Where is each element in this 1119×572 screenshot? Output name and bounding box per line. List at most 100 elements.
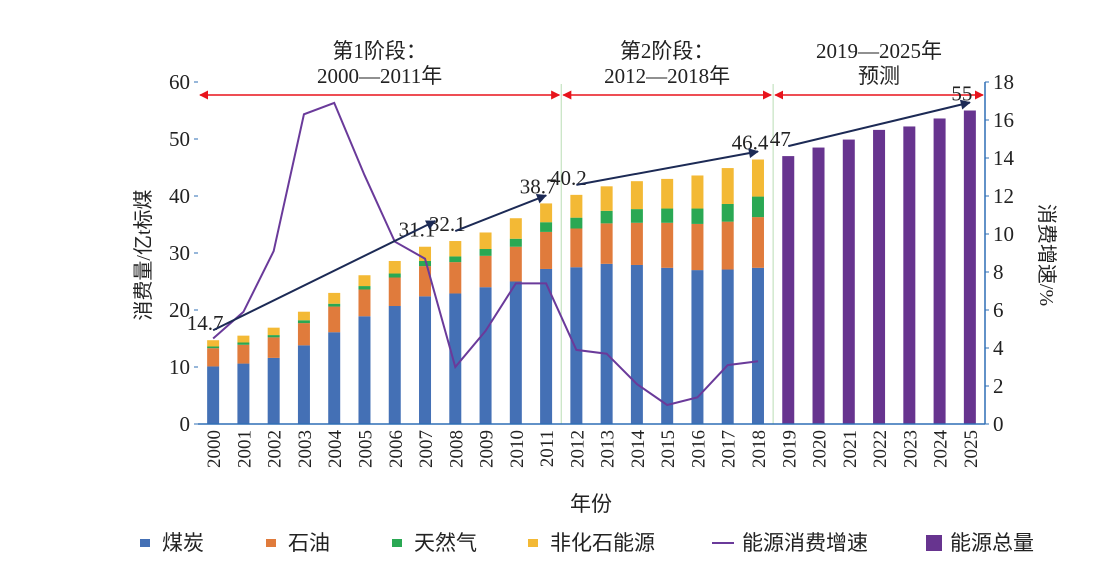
bar-能源总量-2025 — [963, 110, 976, 424]
bar-石油-2005 — [358, 289, 371, 317]
bar-非化石能源-2014 — [630, 181, 643, 210]
bar-石油-2007 — [419, 266, 432, 297]
bar-煤炭-2004 — [328, 332, 341, 424]
bar-石油-2004 — [328, 306, 341, 333]
bar-煤炭-2000 — [207, 366, 220, 424]
bar-煤炭-2017 — [721, 269, 734, 424]
legend-label: 天然气 — [414, 531, 477, 555]
legend-label: 非化石能源 — [550, 531, 655, 555]
x-tick-label: 2024 — [931, 430, 952, 469]
y2-tick-label: 6 — [993, 298, 1004, 322]
bar-非化石能源-2012 — [570, 194, 583, 218]
bar-石油-2012 — [570, 228, 583, 268]
x-tick-label: 2012 — [567, 430, 588, 468]
bar-石油-2018 — [751, 217, 764, 268]
phase-label-line2: 2000—2011年 — [317, 64, 442, 88]
bar-煤炭-2010 — [509, 281, 522, 424]
bar-天然气-2012 — [570, 217, 583, 229]
x-tick-label: 2000 — [204, 430, 225, 468]
x-tick-label: 2002 — [265, 430, 286, 468]
y2-axis-title: 消费增速/% — [1035, 204, 1058, 306]
legend-label: 石油 — [288, 531, 330, 555]
bar-天然气-2016 — [691, 208, 704, 224]
bar-非化石能源-2010 — [509, 218, 522, 239]
y-tick-label: 30 — [169, 241, 190, 265]
bar-能源总量-2023 — [903, 126, 916, 425]
bar-能源总量-2020 — [812, 147, 825, 425]
bar-石油-2017 — [721, 221, 734, 270]
x-tick-label: 2016 — [688, 430, 709, 468]
x-tick-label: 2004 — [325, 430, 346, 469]
y-tick-label: 20 — [169, 298, 190, 322]
bar-能源总量-2022 — [873, 129, 886, 424]
bar-天然气-2000 — [207, 346, 220, 349]
legend-swatch — [926, 535, 942, 551]
y2-tick-label: 14 — [993, 146, 1015, 170]
bar-天然气-2011 — [540, 222, 553, 232]
bar-煤炭-2015 — [661, 267, 674, 424]
bar-煤炭-2002 — [267, 357, 280, 424]
bar-石油-2000 — [207, 348, 220, 367]
bar-非化石能源-2011 — [540, 203, 553, 223]
x-tick-label: 2005 — [355, 430, 376, 468]
bar-非化石能源-2002 — [267, 327, 280, 336]
value-annotation: 14.7 — [187, 311, 224, 335]
phase-label-line2: 预测 — [858, 64, 900, 88]
bar-天然气-2010 — [509, 238, 522, 247]
legend-label: 能源总量 — [950, 531, 1034, 555]
y-tick-label: 60 — [169, 70, 190, 94]
bar-煤炭-2016 — [691, 270, 704, 424]
bar-天然气-2007 — [419, 260, 432, 267]
bar-石油-2015 — [661, 222, 674, 268]
y-tick-label: 40 — [169, 184, 190, 208]
bar-煤炭-2013 — [600, 263, 613, 424]
bar-非化石能源-2005 — [358, 275, 371, 287]
bar-能源总量-2021 — [842, 139, 855, 424]
trend-arrow — [576, 148, 759, 186]
bar-天然气-2001 — [237, 342, 250, 345]
legend-swatch — [140, 539, 150, 547]
bar-煤炭-2001 — [237, 363, 250, 424]
bar-煤炭-2008 — [449, 293, 462, 424]
bar-天然气-2018 — [751, 196, 764, 218]
bar-天然气-2005 — [358, 286, 371, 290]
bar-石油-2016 — [691, 223, 704, 271]
bar-天然气-2009 — [479, 249, 492, 256]
value-annotation: 55 — [951, 82, 972, 106]
bar-非化石能源-2008 — [449, 241, 462, 257]
bar-非化石能源-2015 — [661, 178, 674, 209]
x-tick-label: 2017 — [719, 430, 740, 468]
phase-label-line1: 第1阶段： — [332, 39, 427, 63]
bar-天然气-2014 — [630, 209, 643, 223]
x-tick-label: 2013 — [598, 430, 619, 468]
bar-天然气-2004 — [328, 303, 341, 307]
x-tick-label: 2015 — [658, 430, 679, 468]
bar-石油-2003 — [297, 323, 310, 346]
bar-煤炭-2009 — [479, 287, 492, 424]
bar-非化石能源-2000 — [207, 340, 220, 347]
phase-label-line2: 2012—2018年 — [604, 64, 730, 88]
bar-石油-2013 — [600, 223, 613, 264]
bar-非化石能源-2006 — [388, 260, 401, 274]
bar-非化石能源-2009 — [479, 232, 492, 250]
bar-石油-2006 — [388, 277, 401, 307]
x-tick-label: 2021 — [840, 430, 861, 468]
value-annotation: 40.2 — [550, 166, 587, 190]
bar-煤炭-2014 — [630, 264, 643, 424]
x-tick-label: 2023 — [900, 430, 921, 468]
bar-石油-2010 — [509, 246, 522, 282]
x-tick-label: 2018 — [749, 430, 770, 468]
legend-swatch — [392, 539, 402, 547]
y2-tick-label: 10 — [993, 222, 1014, 246]
bar-非化石能源-2016 — [691, 175, 704, 209]
y-axis-title: 消费量/亿t标煤 — [132, 189, 155, 320]
bar-能源总量-2024 — [933, 118, 946, 424]
y2-tick-label: 8 — [993, 260, 1004, 284]
trend-arrow — [788, 99, 971, 148]
bar-天然气-2003 — [297, 320, 310, 324]
trend-arrow — [212, 220, 437, 332]
x-tick-label: 2001 — [234, 430, 255, 468]
bar-石油-2008 — [449, 262, 462, 294]
x-tick-label: 2020 — [810, 430, 831, 468]
phase-label-line1: 第2阶段： — [620, 39, 715, 63]
